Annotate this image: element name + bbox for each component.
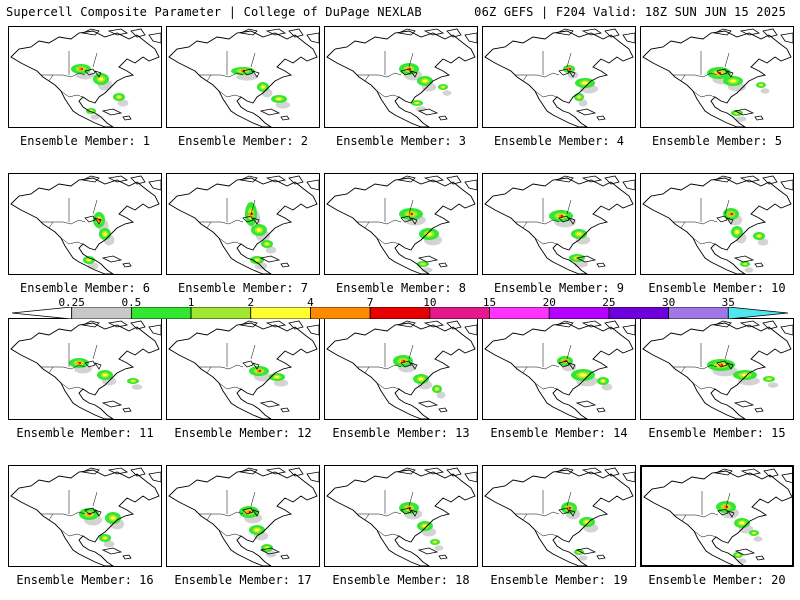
ensemble-map-panel: [8, 173, 162, 275]
ensemble-map-panel: [482, 26, 636, 128]
ensemble-map-panel: [166, 26, 320, 128]
north-america-map: [168, 467, 319, 566]
ensemble-member-label: Ensemble Member: 10: [648, 281, 786, 295]
north-america-map: [484, 320, 635, 419]
colorbar-segment: [727, 307, 788, 319]
ensemble-map-panel: [482, 173, 636, 275]
north-america-map: [10, 320, 161, 419]
ensemble-map-panel: [166, 173, 320, 275]
colorbar-segment: [489, 307, 550, 319]
colorbar-segment: [190, 307, 252, 319]
ensemble-member-label: Ensemble Member: 5: [651, 134, 783, 148]
north-america-map: [642, 28, 793, 127]
north-america-map: [643, 468, 792, 565]
colorbar-tick-label: 1: [187, 296, 195, 309]
north-america-map: [642, 320, 793, 419]
ensemble-member-label: Ensemble Member: 8: [335, 281, 467, 295]
ensemble-map-panel: [166, 318, 320, 420]
colorbar-tick-label: 20: [542, 296, 556, 309]
ensemble-map-panel: [324, 26, 478, 128]
ensemble-member-label: Ensemble Member: 18: [332, 573, 470, 587]
colorbar-tick-label: 25: [602, 296, 616, 309]
ensemble-member-label: Ensemble Member: 6: [19, 281, 151, 295]
north-america-map: [484, 28, 635, 127]
colorbar-tick-label: 2: [247, 296, 255, 309]
ensemble-member-label: Ensemble Member: 3: [335, 134, 467, 148]
colorbar-tick-label: 4: [307, 296, 314, 309]
colorbar-tick-label: 35: [721, 296, 735, 309]
north-america-map: [484, 175, 635, 274]
ensemble-member-label: Ensemble Member: 15: [648, 426, 786, 440]
ensemble-map-panel: [640, 26, 794, 128]
ensemble-map-panel: [324, 173, 478, 275]
colorbar-tick-label: 0.25: [58, 296, 85, 309]
ensemble-map-panel: [640, 318, 794, 420]
ensemble-member-label: Ensemble Member: 7: [177, 281, 309, 295]
ensemble-member-label: Ensemble Member: 2: [177, 134, 309, 148]
ensemble-member-label: Ensemble Member: 12: [174, 426, 312, 440]
ensemble-map-panel: [482, 318, 636, 420]
ensemble-member-label: Ensemble Member: 4: [493, 134, 625, 148]
chart-title: Supercell Composite Parameter | College …: [6, 5, 422, 19]
colorbar-segment: [310, 307, 371, 319]
ensemble-member-label: Ensemble Member: 1: [19, 134, 151, 148]
ensemble-map-panel: [640, 465, 794, 567]
ensemble-member-label: Ensemble Member: 16: [16, 573, 154, 587]
run-valid-time: 06Z GEFS | F204 Valid: 18Z SUN JUN 15 20…: [474, 5, 786, 19]
north-america-map: [168, 28, 319, 127]
north-america-map: [326, 320, 477, 419]
north-america-map: [484, 467, 635, 566]
north-america-map: [168, 175, 319, 274]
colorbar-segment: [548, 307, 610, 319]
ensemble-map-panel: [8, 465, 162, 567]
ensemble-map-panel: [8, 26, 162, 128]
ensemble-map-panel: [166, 465, 320, 567]
colorbar-tick-label: 7: [366, 296, 374, 309]
colorbar-tick-label: 0.5: [121, 296, 142, 309]
ensemble-member-label: Ensemble Member: 11: [16, 426, 154, 440]
north-america-map: [10, 175, 161, 274]
north-america-map: [326, 175, 477, 274]
ensemble-member-label: Ensemble Member: 19: [490, 573, 628, 587]
ensemble-map-panel: [324, 465, 478, 567]
ensemble-member-label: Ensemble Member: 14: [490, 426, 628, 440]
colorbar-segment: [250, 307, 311, 319]
north-america-map: [10, 28, 161, 127]
ensemble-member-label: Ensemble Member: 9: [493, 281, 625, 295]
north-america-map: [326, 28, 477, 127]
ensemble-map-panel: [324, 318, 478, 420]
colorbar-segment: [668, 307, 729, 319]
colorbar-tick-label: 30: [661, 296, 676, 309]
colorbar-segment: [429, 307, 490, 319]
north-america-map: [168, 320, 319, 419]
ensemble-member-label: Ensemble Member: 17: [174, 573, 312, 587]
north-america-map: [10, 467, 161, 566]
ensemble-member-label: Ensemble Member: 13: [332, 426, 470, 440]
colorbar-tick-label: 15: [482, 296, 497, 309]
ensemble-member-label: Ensemble Member: 20: [648, 573, 786, 587]
ensemble-map-panel: [640, 173, 794, 275]
north-america-map: [326, 467, 477, 566]
ensemble-map-panel: [8, 318, 162, 420]
colorbar-segment: [608, 307, 670, 319]
colorbar-segment: [369, 307, 431, 319]
ensemble-map-panel: [482, 465, 636, 567]
colorbar: [12, 307, 788, 319]
colorbar-tick-label: 10: [423, 296, 437, 309]
north-america-map: [642, 175, 793, 274]
